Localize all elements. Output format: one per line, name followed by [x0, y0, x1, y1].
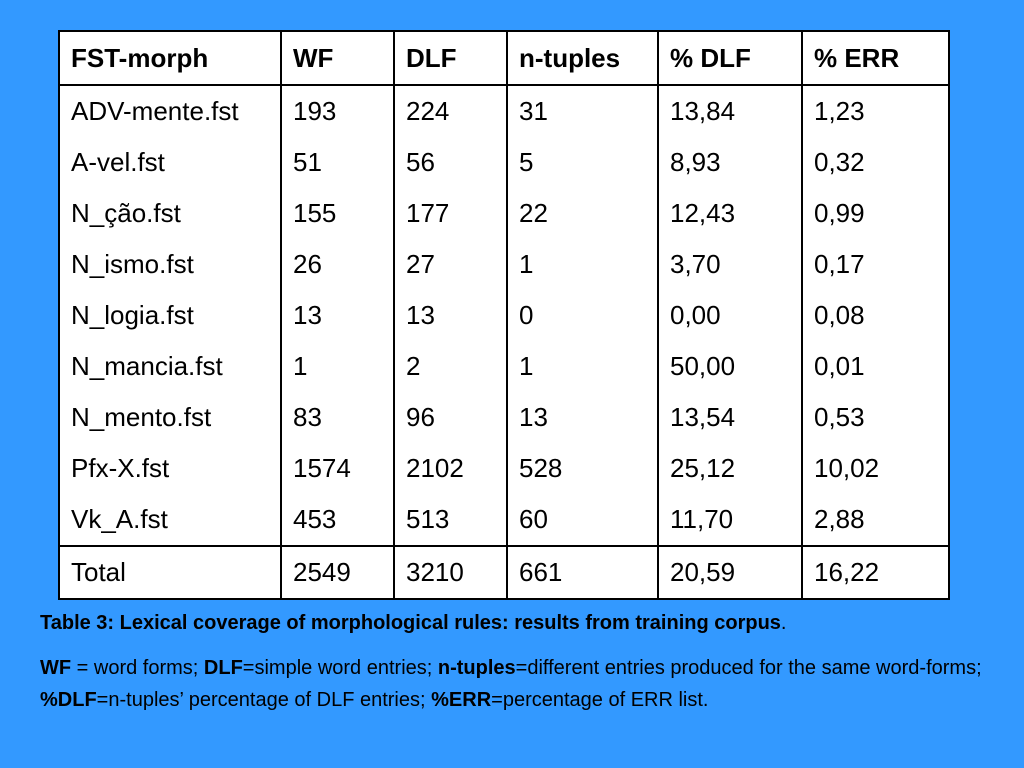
- table-row: ADV-mente.fst 193 224 31 13,84 1,23: [58, 85, 950, 137]
- table-cell: N_mento.fst: [58, 392, 282, 443]
- total-cell: 16,22: [801, 545, 950, 600]
- total-cell: 2549: [280, 545, 395, 600]
- table-cell: 1,23: [801, 85, 950, 137]
- table-cell: 0,32: [801, 137, 950, 188]
- table-cell: 0: [506, 290, 659, 341]
- table-cell: 0,01: [801, 341, 950, 392]
- table-cell: 56: [393, 137, 508, 188]
- table-cell: 60: [506, 494, 659, 547]
- table-cell: 13: [506, 392, 659, 443]
- table-cell: 11,70: [657, 494, 803, 547]
- table-cell: 177: [393, 188, 508, 239]
- table-cell: N_logia.fst: [58, 290, 282, 341]
- dlf-term: DLF: [203, 657, 243, 679]
- table-cell: 0,17: [801, 239, 950, 290]
- header-cell: WF: [280, 30, 395, 86]
- table-caption: Table 3: Lexical coverage of morphologic…: [40, 612, 1000, 635]
- table-row: A-vel.fst 51 56 5 8,93 0,32: [58, 137, 950, 188]
- table-cell: 1: [280, 341, 395, 392]
- total-cell: 661: [506, 545, 659, 600]
- table-cell: Vk_A.fst: [58, 494, 282, 547]
- total-row: Total 2549 3210 661 20,59 16,22: [58, 545, 950, 600]
- table-cell: 25,12: [657, 443, 803, 494]
- header-cell: FST-morph: [58, 30, 282, 86]
- table-cell: N_ção.fst: [58, 188, 282, 239]
- table-row: N_logia.fst 13 13 0 0,00 0,08: [58, 290, 950, 341]
- total-cell: 3210: [393, 545, 508, 600]
- table-cell: 1: [506, 239, 659, 290]
- table-cell: 193: [280, 85, 395, 137]
- caption-text: Table 3: Lexical coverage of morphologic…: [40, 612, 781, 634]
- table-row: Pfx-X.fst 1574 2102 528 25,12 10,02: [58, 443, 950, 494]
- header-cell: n-tuples: [506, 30, 659, 86]
- table-cell: N_ismo.fst: [58, 239, 282, 290]
- table-cell: 5: [506, 137, 659, 188]
- total-cell: 20,59: [657, 545, 803, 600]
- table-cell: 22: [506, 188, 659, 239]
- table-row: Vk_A.fst 453 513 60 11,70 2,88: [58, 494, 950, 547]
- table-cell: 13: [393, 290, 508, 341]
- table-cell: 13,54: [657, 392, 803, 443]
- table-cell: 0,00: [657, 290, 803, 341]
- table-cell: 10,02: [801, 443, 950, 494]
- dlf-def: =simple word entries;: [242, 657, 438, 679]
- table-row: N_mento.fst 83 96 13 13,54 0,53: [58, 392, 950, 443]
- header-cell: DLF: [393, 30, 508, 86]
- table-cell: 453: [280, 494, 395, 547]
- table-cell: 513: [393, 494, 508, 547]
- table-cell: 50,00: [657, 341, 803, 392]
- table-cell: 2102: [393, 443, 508, 494]
- table-cell: ADV-mente.fst: [58, 85, 282, 137]
- table-cell: Pfx-X.fst: [58, 443, 282, 494]
- table-cell: A-vel.fst: [58, 137, 282, 188]
- legend-note: WF = word forms; DLF=simple word entries…: [40, 652, 1010, 716]
- perr-def: =percentage of ERR list.: [491, 689, 709, 711]
- table-cell: 13: [280, 290, 395, 341]
- table-cell: 3,70: [657, 239, 803, 290]
- table-cell: 0,08: [801, 290, 950, 341]
- table-cell: 155: [280, 188, 395, 239]
- table-cell: 2: [393, 341, 508, 392]
- table-cell: 27: [393, 239, 508, 290]
- wf-def: = word forms;: [71, 657, 204, 679]
- table-cell: 31: [506, 85, 659, 137]
- table-cell: 224: [393, 85, 508, 137]
- table-cell: 13,84: [657, 85, 803, 137]
- table-header-row: FST-morph WF DLF n-tuples % DLF % ERR: [58, 30, 950, 86]
- table-cell: 12,43: [657, 188, 803, 239]
- table-cell: 83: [280, 392, 395, 443]
- table-cell: N_mancia.fst: [58, 341, 282, 392]
- coverage-table: FST-morph WF DLF n-tuples % DLF % ERR AD…: [58, 30, 950, 600]
- table-row: N_ção.fst 155 177 22 12,43 0,99: [58, 188, 950, 239]
- table-cell: 96: [393, 392, 508, 443]
- table-cell: 51: [280, 137, 395, 188]
- header-cell: % ERR: [801, 30, 950, 86]
- table-cell: 26: [280, 239, 395, 290]
- table-row: N_ismo.fst 26 27 1 3,70 0,17: [58, 239, 950, 290]
- table-cell: 0,99: [801, 188, 950, 239]
- table-cell: 1: [506, 341, 659, 392]
- ntuples-def: =different entries produced for the same…: [515, 657, 982, 679]
- total-cell: Total: [58, 545, 282, 600]
- table-row: N_mancia.fst 1 2 1 50,00 0,01: [58, 341, 950, 392]
- header-cell: % DLF: [657, 30, 803, 86]
- perr-term: %ERR: [431, 689, 492, 711]
- ntuples-term: n-tuples: [437, 657, 516, 679]
- pdlf-term: %DLF: [40, 689, 97, 711]
- table-cell: 1574: [280, 443, 395, 494]
- wf-term: WF: [40, 657, 72, 679]
- pdlf-def: =n-tuples’ percentage of DLF entries;: [96, 689, 432, 711]
- table-cell: 8,93: [657, 137, 803, 188]
- caption-end: .: [780, 612, 787, 634]
- table-cell: 2,88: [801, 494, 950, 547]
- table-cell: 0,53: [801, 392, 950, 443]
- table-cell: 528: [506, 443, 659, 494]
